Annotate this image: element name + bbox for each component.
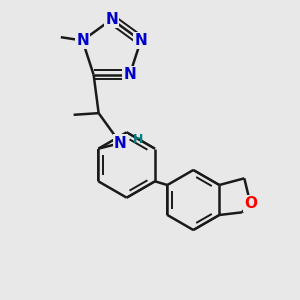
Text: N: N — [114, 136, 127, 151]
Text: N: N — [134, 33, 147, 48]
Text: N: N — [76, 33, 89, 48]
Text: O: O — [244, 196, 257, 211]
Text: N: N — [123, 67, 136, 82]
Text: H: H — [133, 133, 143, 146]
Text: N: N — [105, 12, 118, 27]
